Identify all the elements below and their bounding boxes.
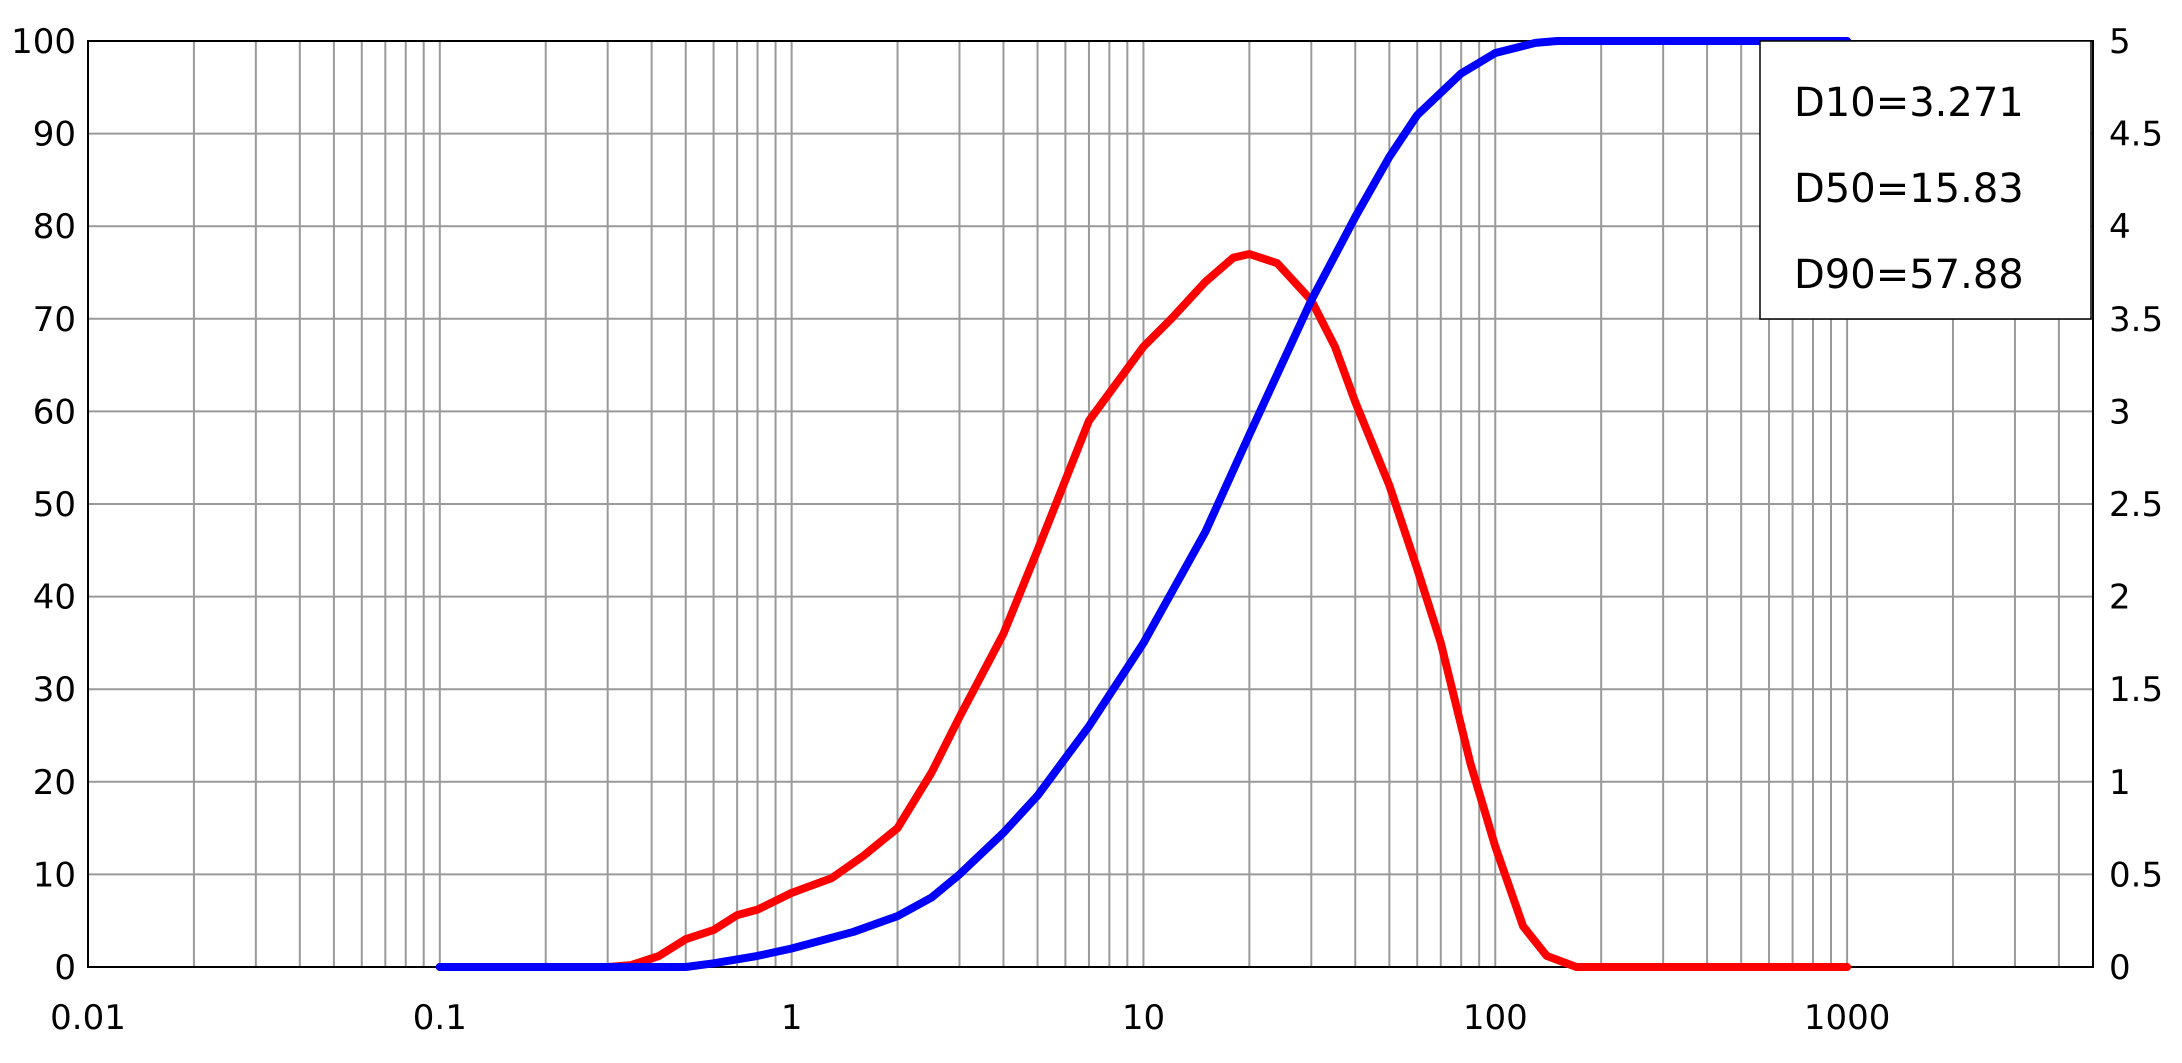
x-tick-label: 0.01 [50,998,126,1038]
y-right-tick-label: 0.5 [2109,855,2163,895]
y-right-tick-label: 4 [2109,207,2131,247]
frequency-curve-red [435,250,1852,971]
stats-box-frame [1759,40,2092,320]
x-tick-label: 100 [1463,998,1528,1038]
x-axis-tick-labels: 0.01 0.1 1 10 100 1000 [50,998,1890,1038]
stat-d90: D90=57.88 [1794,252,2024,298]
plot-area-border [87,40,2094,968]
y-right-tick-label: 1 [2109,763,2131,803]
y-right-tick-label: 3 [2109,392,2131,432]
y-right-tick-label: 3.5 [2109,300,2163,340]
y-left-tick-label: 50 [33,485,76,525]
grid [88,41,2093,967]
y-right-tick-labels: 0 0.5 1 1.5 2 2.5 3 3.5 4 4.5 5 [2109,22,2163,988]
y-left-tick-labels: 0 10 20 30 40 50 60 70 80 90 100 [11,22,76,988]
y-left-tick-label: 100 [11,22,76,62]
y-left-tick-label: 30 [33,670,76,710]
series-lines [435,37,1852,971]
stat-d10: D10=3.271 [1794,80,2024,126]
x-tick-label: 1000 [1804,998,1891,1038]
y-right-tick-label: 0 [2109,948,2131,988]
cumulative-curve-blue [435,37,1852,971]
y-left-tick-label: 60 [33,392,76,432]
y-left-tick-label: 80 [33,207,76,247]
stat-d50: D50=15.83 [1794,166,2024,212]
y-left-tick-label: 70 [33,300,76,340]
y-left-tick-label: 10 [33,855,76,895]
y-left-tick-label: 90 [33,115,76,155]
y-left-tick-label: 20 [33,763,76,803]
y-right-tick-label: 5 [2109,22,2131,62]
x-tick-label: 1 [781,998,803,1038]
stats-box: D10=3.271 D50=15.83 D90=57.88 [1759,40,2092,320]
y-right-tick-label: 2.5 [2109,485,2163,525]
y-left-tick-label: 0 [54,948,76,988]
x-tick-label: 10 [1122,998,1165,1038]
y-left-tick-label: 40 [33,578,76,618]
y-right-tick-label: 4.5 [2109,115,2163,155]
y-right-tick-label: 2 [2109,578,2131,618]
y-right-tick-label: 1.5 [2109,670,2163,710]
x-tick-label: 0.1 [413,998,467,1038]
